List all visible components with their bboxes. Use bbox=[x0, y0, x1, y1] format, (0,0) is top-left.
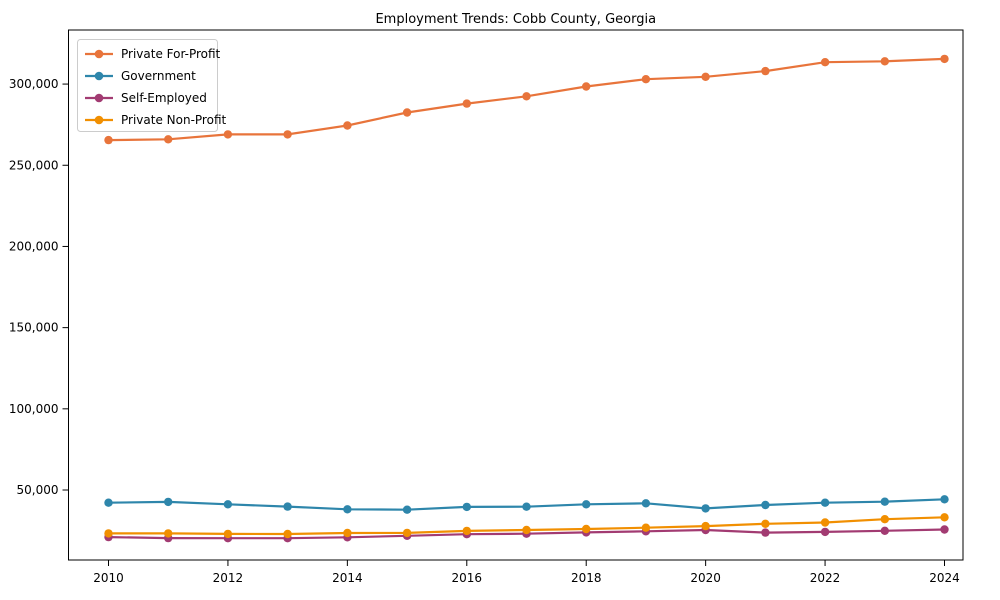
data-point-self-employed bbox=[820, 527, 830, 537]
y-tick-label: 100,000 bbox=[9, 402, 59, 416]
data-point-private-for-profit bbox=[522, 92, 531, 101]
x-tick-label: 2014 bbox=[332, 571, 363, 585]
legend: Private For-Profit Government Self-Employe… bbox=[77, 39, 227, 132]
data-point-private-for-profit bbox=[223, 130, 233, 139]
data-point-private-non-profit bbox=[761, 519, 770, 528]
data-point-government bbox=[283, 502, 292, 511]
y-tick-label: 250,000 bbox=[9, 158, 59, 172]
x-tick-label: 2010 bbox=[93, 571, 124, 585]
plot-area-border bbox=[68, 29, 964, 561]
data-point-private-non-profit bbox=[462, 526, 471, 536]
data-point-private-non-profit bbox=[343, 528, 352, 538]
data-point-private-for-profit bbox=[402, 108, 412, 117]
data-point-private-for-profit bbox=[701, 72, 710, 82]
data-point-private-for-profit bbox=[880, 57, 889, 66]
data-point-private-non-profit bbox=[402, 528, 412, 538]
y-tick-label: 50,000 bbox=[17, 483, 59, 497]
data-point-private-for-profit bbox=[641, 75, 651, 84]
data-point-government bbox=[880, 497, 889, 506]
data-point-private-for-profit bbox=[462, 99, 471, 108]
legend-marker-government bbox=[94, 71, 104, 81]
legend-label-private-for-profit: Private For-Profit bbox=[121, 47, 221, 61]
data-point-private-non-profit bbox=[223, 529, 233, 539]
data-point-government bbox=[402, 505, 412, 514]
data-point-private-non-profit bbox=[641, 523, 651, 532]
series-group bbox=[104, 54, 949, 543]
data-point-government bbox=[641, 499, 651, 508]
data-point-private-non-profit bbox=[582, 524, 591, 534]
data-point-self-employed bbox=[940, 525, 949, 534]
x-tick-label: 2024 bbox=[929, 571, 960, 585]
legend-box bbox=[77, 39, 218, 132]
x-tick-label: 2022 bbox=[810, 571, 841, 585]
data-point-private-for-profit bbox=[761, 66, 770, 76]
data-point-self-employed bbox=[761, 528, 770, 537]
legend-label-private-non-profit: Private Non-Profit bbox=[121, 113, 227, 127]
data-point-private-for-profit bbox=[582, 82, 591, 91]
x-axis: 2010 2012 2014 2016 2018 2020 2022 2024 bbox=[93, 560, 960, 585]
y-tick-label: 300,000 bbox=[9, 77, 59, 91]
legend-marker-private-for-profit bbox=[94, 49, 104, 59]
x-tick-label: 2018 bbox=[571, 571, 602, 585]
y-axis: 50,000 100,000 150,000 200,000 250,000 300,00… bbox=[9, 77, 69, 497]
data-point-government bbox=[701, 504, 710, 513]
legend-marker-private-non-profit bbox=[94, 115, 104, 125]
data-point-government bbox=[761, 500, 770, 510]
legend-label-government: Government bbox=[121, 69, 196, 83]
data-point-government bbox=[104, 498, 113, 507]
y-tick-label: 200,000 bbox=[9, 239, 59, 253]
data-point-government bbox=[582, 500, 591, 509]
data-point-government bbox=[223, 500, 233, 509]
x-tick-label: 2016 bbox=[452, 571, 483, 585]
chart-title: Employment Trends: Cobb County, Georgia bbox=[375, 12, 656, 27]
data-point-private-for-profit bbox=[343, 121, 352, 130]
data-point-private-non-profit bbox=[104, 529, 113, 538]
legend-label-self-employed: Self-Employed bbox=[121, 91, 207, 105]
data-point-private-non-profit bbox=[701, 521, 710, 531]
data-point-private-non-profit bbox=[164, 529, 173, 538]
data-point-government bbox=[820, 498, 830, 507]
data-point-self-employed bbox=[880, 526, 889, 535]
x-tick-label: 2020 bbox=[690, 571, 721, 585]
data-point-government bbox=[462, 502, 471, 512]
data-point-government bbox=[343, 505, 352, 514]
data-point-private-non-profit bbox=[522, 525, 531, 535]
data-point-private-non-profit bbox=[880, 515, 889, 524]
legend-marker-self-employed bbox=[94, 93, 104, 103]
data-point-government bbox=[940, 495, 949, 504]
data-point-private-non-profit bbox=[820, 518, 830, 527]
x-tick-label: 2012 bbox=[213, 571, 244, 585]
data-point-private-for-profit bbox=[164, 135, 173, 144]
data-point-government bbox=[164, 497, 173, 507]
data-point-private-non-profit bbox=[283, 529, 292, 539]
data-point-government bbox=[522, 502, 531, 511]
data-point-private-for-profit bbox=[820, 58, 830, 67]
data-point-private-for-profit bbox=[104, 135, 113, 145]
y-tick-label: 150,000 bbox=[9, 321, 59, 335]
data-point-private-non-profit bbox=[940, 513, 949, 522]
data-point-private-for-profit bbox=[283, 130, 292, 139]
data-point-private-for-profit bbox=[940, 54, 949, 64]
